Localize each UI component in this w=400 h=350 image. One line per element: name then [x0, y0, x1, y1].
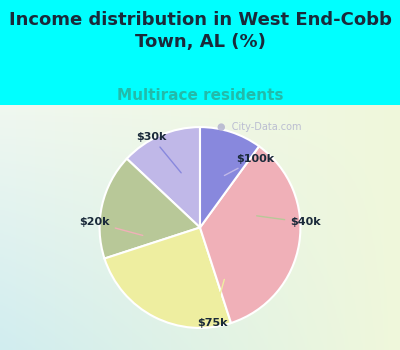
Text: Income distribution in West End-Cobb
Town, AL (%): Income distribution in West End-Cobb Tow…: [8, 11, 392, 51]
Text: $100k: $100k: [224, 154, 274, 175]
Text: Multirace residents: Multirace residents: [117, 88, 283, 103]
Wedge shape: [200, 127, 259, 228]
Text: $40k: $40k: [257, 216, 321, 228]
Text: $20k: $20k: [79, 217, 143, 236]
Wedge shape: [100, 159, 200, 259]
Text: ●  City-Data.com: ● City-Data.com: [218, 122, 302, 133]
Text: $30k: $30k: [137, 132, 181, 173]
Wedge shape: [200, 146, 300, 323]
Wedge shape: [104, 228, 231, 328]
Wedge shape: [127, 127, 200, 228]
Text: $75k: $75k: [197, 279, 227, 328]
